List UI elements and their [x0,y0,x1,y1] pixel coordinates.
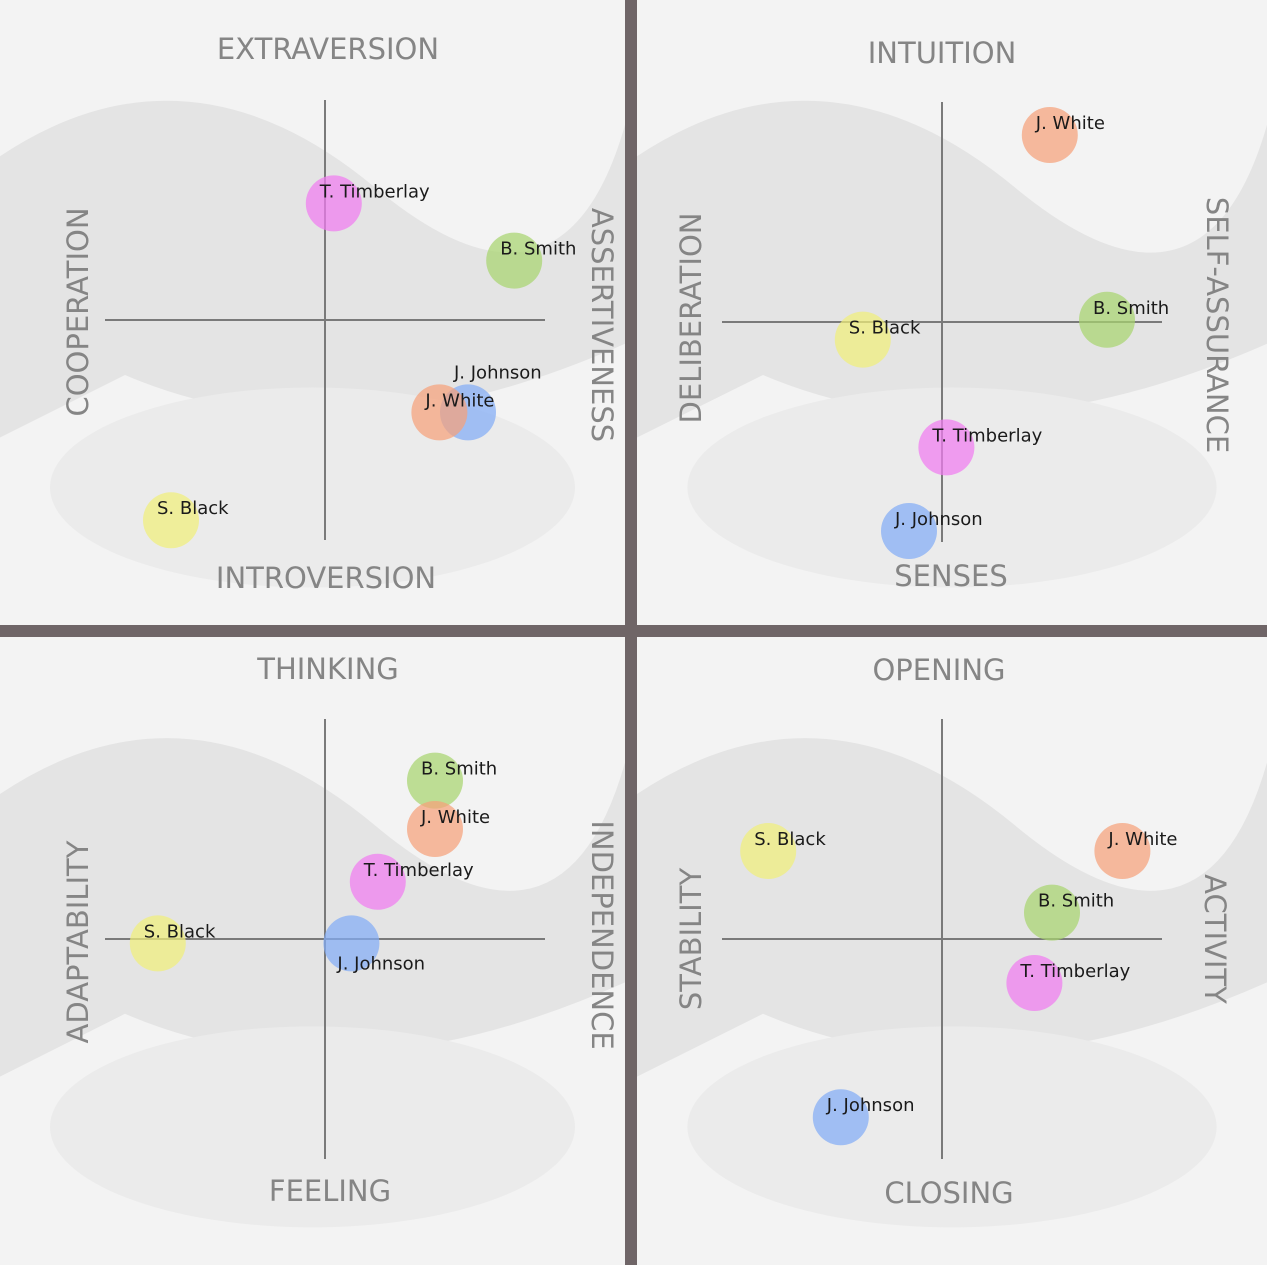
background-shape [0,738,625,1077]
data-point-label: J. White [424,390,494,411]
data-point [1024,884,1080,941]
axis-label-right: INDEPENDENCE [585,820,619,1049]
axis-label-left: ADAPTABILITY [61,840,95,1043]
quadrant-chart-3: OPENING CLOSING STABILITY ACTIVITY S. Black J… [637,653,1267,1228]
background-shape [637,738,1267,1077]
data-point-label: J. White [1035,113,1105,134]
quadrant-chart-1: INTUITION SENSES DELIBERATION SELF-ASSURANC… [637,36,1267,593]
data-point [834,311,891,368]
data-point-label: J. White [1107,829,1177,850]
axis-label-top: THINKING [256,652,399,686]
data-point-label: S. Black [849,318,921,339]
data-point-label: J. Johnson [894,509,983,530]
quadrant-intuition: INTUITION SENSES DELIBERATION SELF-ASSURANC… [637,0,1267,625]
background-shape [687,1026,1217,1228]
data-point-label: T. Timberlay [363,860,474,881]
data-point [411,384,468,441]
axis-label-bottom: CLOSING [884,1176,1013,1210]
data-point-label: T. Timberlay [1019,961,1130,982]
axis-label-left: COOPERATION [61,207,95,416]
axis-label-bottom: SENSES [894,559,1008,593]
data-point-label: S. Black [157,498,229,519]
background-shape [50,387,575,588]
background-shape [50,1026,575,1228]
quadrant-extraversion: EXTRAVERSION INTROVERSION COOPERATION ASSER… [0,0,625,625]
data-point [305,175,362,232]
data-point [1021,107,1078,163]
axis-label-bottom: FEELING [269,1174,391,1208]
data-point [349,853,406,910]
data-point-label: B. Smith [500,239,576,260]
data-point [143,492,199,549]
data-point-label: J. White [420,807,490,828]
data-point [740,823,797,879]
data-point-label: T. Timberlay [931,425,1042,446]
axis-label-bottom: INTROVERSION [216,561,436,595]
axis-label-right: SELF-ASSURANCE [1200,197,1234,453]
axis-label-left: DELIBERATION [674,213,708,424]
data-point [407,752,463,809]
data-point-label: J. Johnson [453,362,542,383]
data-point [486,232,543,289]
data-point-label: B. Smith [1093,298,1169,319]
data-point-label: B. Smith [421,759,497,780]
axis-label-top: INTUITION [868,36,1017,70]
data-point-label: T. Timberlay [319,181,430,202]
data-point [1006,955,1063,1011]
data-point [1094,823,1151,879]
axis-label-right: ACTIVITY [1198,874,1232,1004]
data-point [881,503,937,559]
background-shape [0,100,625,438]
axis-label-right: ASSERTIVENESS [585,208,619,442]
background-shape [687,387,1217,588]
data-point [407,801,463,857]
quadrant-chart-2: THINKING FEELING ADAPTABILITY INDEPENDENCE B… [0,652,625,1228]
data-point [1079,291,1135,348]
data-point-label: S. Black [144,921,216,942]
data-point-label: B. Smith [1038,891,1114,912]
axis-label-top: OPENING [872,653,1005,687]
data-point [918,419,975,476]
quadrant-opening: OPENING CLOSING STABILITY ACTIVITY S. Black J… [637,637,1267,1265]
data-point-label: S. Black [754,829,826,850]
quadrant-chart-0: EXTRAVERSION INTROVERSION COOPERATION ASSER… [0,32,625,595]
data-point-label: J. Johnson [826,1095,915,1116]
axis-label-top: EXTRAVERSION [217,32,439,66]
data-point [129,915,186,972]
axis-label-left: STABILITY [674,868,708,1011]
background-shape [637,100,1267,438]
data-point [812,1089,869,1146]
data-point [323,915,380,972]
quadrant-thinking: THINKING FEELING ADAPTABILITY INDEPENDENCE B… [0,637,625,1265]
data-point-label: J. Johnson [336,953,425,974]
